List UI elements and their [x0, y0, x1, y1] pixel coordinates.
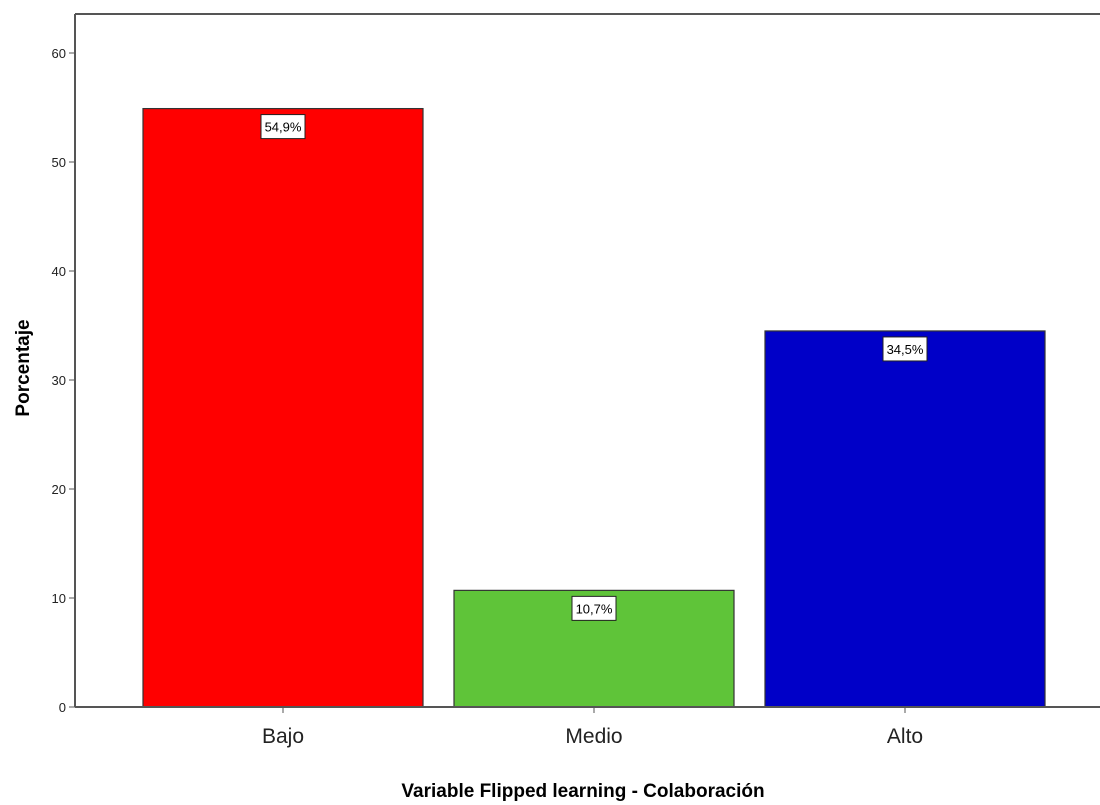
y-tick-label: 50 — [52, 155, 66, 170]
category-labels-layer: Bajo Medio Alto — [262, 707, 923, 748]
data-label-box-alto — [882, 336, 928, 362]
x-tick-label-medio: Medio — [565, 725, 622, 748]
y-tick-label: 60 — [52, 46, 66, 61]
bar-alto — [764, 330, 1046, 708]
x-tick-label-bajo: Bajo — [262, 725, 304, 748]
y-tick-label: 40 — [52, 264, 66, 279]
y-tick-label: 10 — [52, 591, 66, 606]
data-labels-layer: 54,9% 10,7% 34,5% — [260, 114, 928, 621]
y-ticks-layer: 0 10 20 30 40 50 60 — [52, 46, 75, 715]
data-label-bajo: 54,9% — [265, 120, 302, 135]
bar-bajo — [142, 107, 424, 708]
x-tick-label-alto: Alto — [887, 725, 923, 748]
data-label-medio: 10,7% — [576, 601, 613, 616]
x-axis-title: Variable Flipped learning - Colaboración — [401, 781, 764, 802]
y-tick-label: 30 — [52, 373, 66, 388]
data-label-alto: 34,5% — [887, 342, 924, 357]
data-label-box-bajo — [260, 114, 306, 140]
y-axis-title: Porcentaje — [13, 319, 34, 416]
bars-layer — [142, 107, 1046, 708]
y-tick-label: 0 — [59, 700, 66, 715]
data-label-box-medio — [571, 595, 617, 621]
y-tick-label: 20 — [52, 482, 66, 497]
